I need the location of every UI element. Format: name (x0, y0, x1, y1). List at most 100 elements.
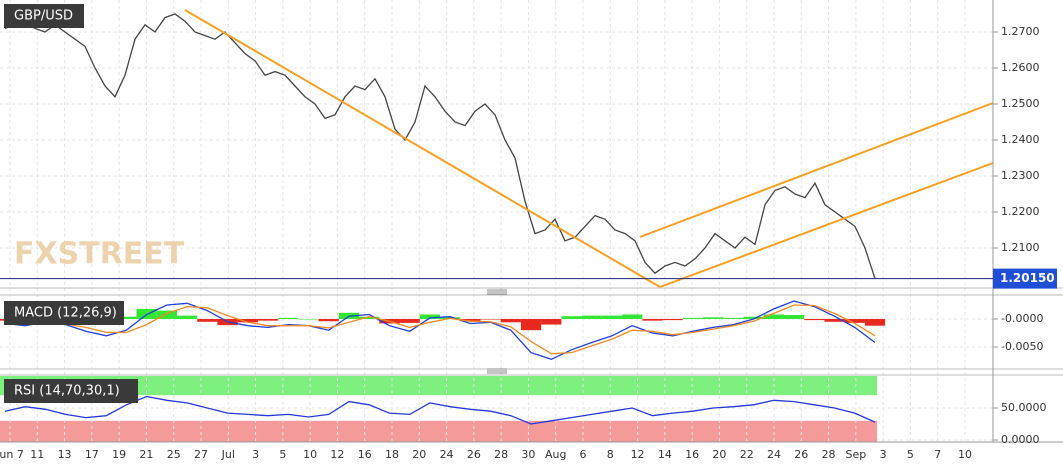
y-tick-label: 1.2300 (1001, 169, 1040, 182)
x-tick-label: 6 (580, 448, 587, 461)
histogram-bar (763, 314, 784, 319)
x-tick-label: 28 (822, 448, 836, 461)
x-tick-label: Sep (845, 448, 866, 461)
x-tick-label: Jun 7 (0, 448, 24, 461)
x-tick-label: 3 (880, 448, 887, 461)
chart-title: GBP/USD (14, 9, 73, 24)
histogram-bar (156, 310, 177, 319)
indicator-title: MACD (12,26,9) (14, 306, 117, 321)
x-tick-label: 27 (194, 448, 208, 461)
title-box (4, 301, 124, 325)
x-tick-label: 8 (607, 448, 614, 461)
title-box (4, 379, 138, 403)
histogram-bar (682, 317, 704, 319)
histogram-bar (541, 318, 562, 325)
x-tick-label: 20 (712, 448, 726, 461)
histogram-bar (642, 318, 663, 321)
histogram-bar (480, 318, 501, 320)
x-tick-label: 10 (303, 448, 317, 461)
histogram-bar (197, 318, 218, 322)
rsi-line (4, 395, 876, 425)
y-tick-label: 50.0000 (1001, 401, 1047, 414)
histogram-bar (359, 316, 380, 319)
histogram-bar (298, 318, 319, 320)
x-tick-label: 18 (385, 448, 399, 461)
x-tick-label: 25 (167, 448, 181, 461)
x-tick-label: 16 (358, 448, 372, 461)
histogram-bar (116, 316, 137, 319)
indicator-title: RSI (14,70,30,1) (14, 384, 120, 399)
x-tick-label: 12 (330, 448, 344, 461)
x-tick-label: 5 (279, 448, 286, 461)
x-tick-label: 30 (521, 448, 535, 461)
y-tick-label: 1.2500 (1001, 97, 1040, 110)
indicator-line (4, 304, 876, 355)
histogram-bar (581, 315, 602, 319)
indicator-line (4, 300, 876, 360)
x-tick-label: Aug (545, 448, 566, 461)
x-tick-label: 13 (58, 448, 72, 461)
last-price-box (993, 268, 1057, 289)
histogram-bar (176, 315, 198, 319)
histogram-bar (662, 318, 683, 321)
x-tick-label: Jul (221, 448, 235, 461)
x-tick-label: 11 (30, 448, 44, 461)
histogram-bar (520, 318, 542, 331)
title-box (4, 4, 84, 28)
histogram-bar (419, 314, 440, 319)
y-tick-label: 1.2400 (1001, 133, 1040, 146)
histogram-bar (237, 318, 258, 323)
histogram-bar (864, 318, 886, 326)
histogram-bar (500, 318, 521, 323)
plot-background (0, 0, 993, 442)
x-tick-label: 17 (85, 448, 99, 461)
y-tick-label: 1.2600 (1001, 61, 1040, 74)
histogram-bar (844, 318, 865, 323)
x-tick-label: 28 (494, 448, 508, 461)
histogram-bar (278, 317, 299, 319)
grid (0, 0, 993, 442)
x-tick-label: 20 (412, 448, 426, 461)
x-tick-label: 19 (112, 448, 126, 461)
trend-line (659, 162, 994, 288)
x-tick-label: 14 (658, 448, 672, 461)
price-line (4, 13, 876, 279)
histogram-bar (703, 317, 724, 319)
y-tick-label: -0.0050 (1001, 340, 1043, 353)
histogram-bar (561, 316, 582, 319)
histogram-bar (622, 314, 643, 319)
histogram-bar (783, 315, 805, 319)
trend-line (639, 102, 994, 238)
y-tick-label: 0.0000 (1001, 433, 1040, 446)
x-tick-label: 26 (794, 448, 808, 461)
x-tick-label: 3 (252, 448, 259, 461)
histogram-bar (257, 318, 279, 321)
x-tick-label: 24 (440, 448, 454, 461)
x-tick-label: 26 (467, 448, 481, 461)
histogram-bar (318, 318, 339, 322)
histogram-bar (743, 316, 764, 319)
x-tick-label: 5 (907, 448, 914, 461)
resize-handle[interactable] (487, 289, 507, 374)
x-tick-label: 16 (685, 448, 699, 461)
histogram-bar (824, 318, 845, 322)
y-tick-label: 1.2700 (1001, 25, 1040, 38)
histogram-bar (460, 318, 481, 322)
overbought-band (0, 376, 877, 396)
y-tick-label: -0.0000 (1001, 312, 1043, 325)
x-tick-label: 7 (934, 448, 941, 461)
trend-line (184, 9, 661, 288)
histogram-bar (601, 315, 623, 319)
y-tick-label: 1.2200 (1001, 205, 1040, 218)
x-tick-label: 12 (631, 448, 645, 461)
x-tick-label: 21 (139, 448, 153, 461)
y-tick-label: 1.2100 (1001, 241, 1040, 254)
x-tick-label: 24 (767, 448, 781, 461)
last-price-label: 1.20150 (1000, 271, 1055, 285)
x-tick-label: 10 (958, 448, 972, 461)
histogram-bar (723, 317, 744, 319)
histogram-bar (399, 318, 420, 323)
watermark: FXSTREET (14, 237, 185, 272)
oversold-band (0, 420, 877, 442)
